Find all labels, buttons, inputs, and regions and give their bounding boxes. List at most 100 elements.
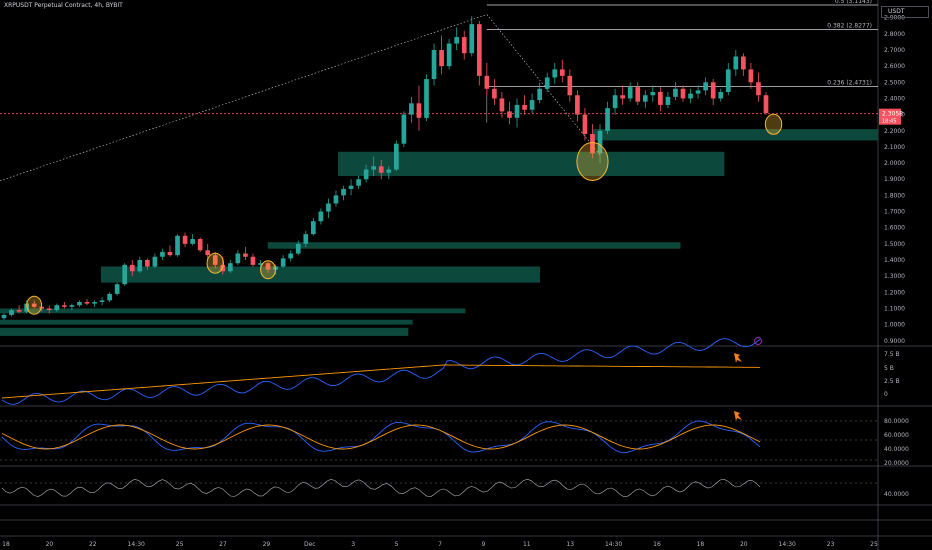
- candle-body: [476, 24, 482, 76]
- price-tick-label: 1.4000: [884, 257, 905, 264]
- candle-body: [710, 82, 716, 99]
- candle-body: [416, 103, 422, 118]
- countdown-label: 18:45: [882, 119, 896, 125]
- candle-body: [107, 293, 112, 301]
- candle-body: [424, 79, 429, 118]
- candle-body: [197, 239, 203, 251]
- price-tick-label: 0.9000: [884, 338, 905, 345]
- candle-body: [205, 250, 211, 256]
- candle-body: [741, 56, 746, 70]
- candle-body: [756, 82, 761, 96]
- candle-body: [439, 50, 444, 67]
- candle-body: [303, 234, 309, 244]
- candle-body: [703, 82, 708, 91]
- candle-body: [499, 98, 505, 112]
- volume-tick-label: 7.5 B: [884, 351, 900, 358]
- candle-body: [16, 310, 22, 312]
- time-tick-label: 20: [740, 541, 748, 548]
- order-block-zone: [338, 151, 725, 176]
- candle-body: [401, 114, 407, 144]
- candle-body: [718, 92, 724, 99]
- candle-body: [356, 179, 361, 186]
- time-tick-label: 23: [827, 541, 835, 548]
- candle-body: [537, 88, 543, 101]
- candle-body: [77, 302, 82, 306]
- candle-body: [552, 69, 558, 78]
- candle-body: [265, 263, 271, 270]
- price-tick-label: 2.6000: [884, 63, 905, 70]
- currency-unit-button[interactable]: USDT: [881, 6, 929, 18]
- osc-tick-label: 40.0000: [884, 491, 909, 498]
- candle-body: [160, 251, 165, 257]
- current-price-label: 2.3058: [882, 111, 903, 118]
- candle-body: [114, 284, 120, 294]
- stoch-d-line: [1, 424, 761, 450]
- fib-level-label: 0.236 (2.4731): [827, 80, 872, 87]
- time-tick-label: 5: [395, 541, 399, 548]
- candle-body: [582, 114, 588, 134]
- order-block-zone: [0, 308, 466, 314]
- candle-body: [529, 100, 535, 110]
- candle-body: [182, 235, 188, 244]
- time-tick-label: 29: [263, 541, 271, 548]
- time-tick-label: 27: [219, 541, 227, 548]
- time-tick-label: 14:30: [605, 541, 622, 548]
- candle-body: [627, 87, 633, 99]
- candle-body: [378, 166, 384, 173]
- price-tick-label: 1.3000: [884, 273, 905, 280]
- stoch-tick-label: 40.0000: [884, 446, 909, 453]
- candle-body: [333, 195, 339, 204]
- highlight-circle: [260, 260, 276, 280]
- time-tick-label: 18: [697, 541, 705, 548]
- order-block-zone: [267, 242, 681, 249]
- price-tick-label: 1.2000: [884, 289, 905, 296]
- volume-tick-label: 0: [884, 391, 888, 398]
- highlight-circle: [26, 295, 43, 315]
- candle-body: [99, 300, 105, 302]
- candle-body: [484, 75, 490, 89]
- current-price-box: [879, 108, 901, 125]
- candle-body: [522, 104, 527, 110]
- candle-body: [665, 96, 671, 105]
- candle-body: [748, 69, 754, 83]
- arrow-marker: [734, 353, 742, 363]
- price-tick-label: 1.0000: [884, 322, 905, 329]
- candle-body: [326, 203, 331, 212]
- candle-body: [62, 305, 67, 307]
- time-tick-label: Dec: [304, 541, 316, 548]
- candle-body: [122, 264, 128, 285]
- arrow-marker: [734, 411, 742, 421]
- stoch-k-line: [1, 420, 761, 454]
- fib-level-label: 0.5 (3.1143): [835, 0, 872, 5]
- candle-body: [461, 37, 467, 54]
- candle-body: [386, 169, 392, 173]
- candle-body: [454, 37, 460, 44]
- candle-body: [243, 253, 248, 257]
- time-tick-label: 7: [438, 541, 442, 548]
- time-tick-label: 13: [566, 541, 574, 548]
- highlight-circle: [576, 141, 609, 181]
- candle-body: [514, 104, 520, 118]
- candle-body: [288, 253, 294, 259]
- candle-body: [9, 310, 14, 315]
- symbol-title: XRPUSDT Perpetual Contract, 4h, BYBIT: [4, 2, 123, 9]
- candle-body: [318, 211, 324, 222]
- volume-ma-orange: [1, 364, 761, 399]
- order-block-zone: [0, 327, 409, 336]
- candle-body: [363, 169, 369, 180]
- price-tick-label: 2.5000: [884, 79, 905, 86]
- candle-body: [137, 260, 143, 272]
- candle-body: [145, 260, 150, 267]
- candle-body: [446, 43, 452, 67]
- volume-tick-label: 2.5 B: [884, 378, 900, 385]
- stoch-tick-label: 20.0000: [884, 460, 909, 467]
- highlight-circle: [206, 252, 224, 274]
- price-tick-label: 2.2000: [884, 128, 905, 135]
- candle-body: [69, 305, 75, 307]
- price-tick-label: 2.0000: [884, 160, 905, 167]
- price-tick-label: 2.8000: [884, 31, 905, 38]
- time-tick-label: 16: [653, 541, 661, 548]
- candle-body: [469, 24, 475, 54]
